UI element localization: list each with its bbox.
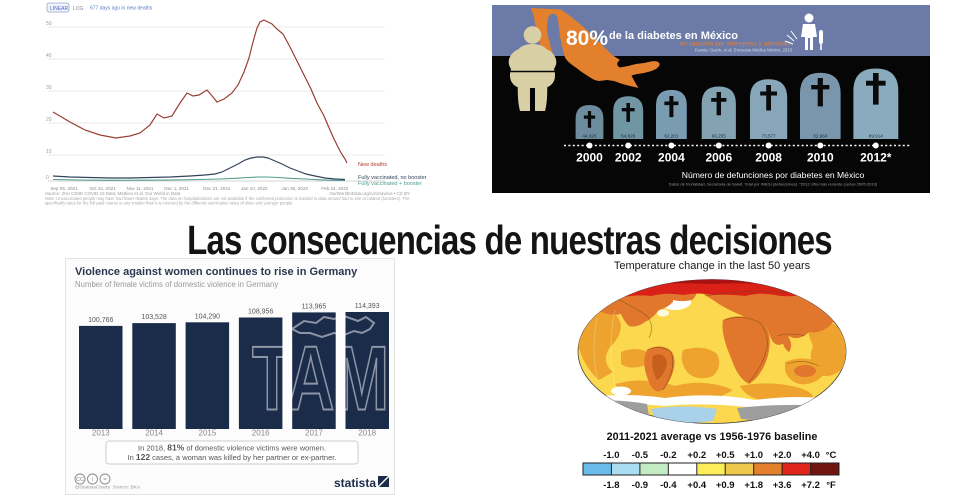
svg-text:2014: 2014	[145, 429, 163, 438]
svg-text:-1.8: -1.8	[603, 480, 619, 491]
svg-text:0: 0	[46, 175, 49, 181]
svg-text:de la diabetes en México: de la diabetes en México	[609, 30, 738, 42]
svg-text:Source: JHU CSSE COVID-19 Data: Source: JHU CSSE COVID-19 Data; Mathieu …	[45, 191, 181, 196]
svg-text:114,393: 114,393	[355, 303, 380, 310]
svg-text:Datos de mortalidad, Secretarí: Datos de mortalidad, Secretaría de Salud…	[669, 182, 878, 187]
svg-text:113,965: 113,965	[302, 303, 327, 310]
svg-text:TAM: TAM	[252, 329, 389, 430]
svg-text:Número de defunciones por diab: Número de defunciones por diabetes en Mé…	[682, 170, 865, 180]
svg-text:Jan 30, 2022: Jan 30, 2022	[281, 186, 308, 191]
svg-text:44,325: 44,325	[582, 134, 596, 139]
svg-text:2004: 2004	[658, 151, 685, 165]
svg-text:677 days ago in new deaths: 677 days ago in new deaths	[90, 6, 153, 12]
svg-text:2011-2021 average vs 1956-1976: 2011-2021 average vs 1956-1976 baseline	[607, 431, 818, 443]
svg-text:New deaths: New deaths	[358, 162, 387, 168]
svg-text:20: 20	[46, 117, 52, 123]
svg-text:+0.4: +0.4	[687, 480, 706, 491]
svg-text:2018: 2018	[358, 429, 376, 438]
svg-text:-1.0: -1.0	[603, 450, 619, 461]
svg-text:10: 10	[46, 149, 52, 155]
svg-text:2016: 2016	[252, 429, 270, 438]
svg-text:66,255: 66,255	[712, 134, 726, 139]
svg-text:73,577: 73,577	[762, 134, 776, 139]
svg-text:50: 50	[46, 21, 52, 27]
svg-text:-0.2: -0.2	[660, 450, 676, 461]
svg-text:+0.2: +0.2	[687, 450, 706, 461]
svg-text:2013: 2013	[92, 429, 110, 438]
svg-text:2017: 2017	[305, 429, 323, 438]
svg-text:°F: °F	[826, 480, 836, 491]
svg-text:@StatistaCharts Source: BKA: @StatistaCharts Source: BKA	[75, 485, 141, 491]
svg-text:103,528: 103,528	[141, 314, 166, 321]
svg-text:In 2018, 81% of domestic viole: In 2018, 81% of domestic violence victim…	[138, 443, 326, 453]
svg-text:Sep 05, 2021: Sep 05, 2021	[50, 186, 78, 191]
svg-text:Note: Unvaccinated people may: Note: Unvaccinated people may have had f…	[45, 196, 410, 201]
svg-text:100,766: 100,766	[88, 317, 113, 324]
svg-text:+1.8: +1.8	[744, 480, 763, 491]
svg-text:+1.0: +1.0	[744, 450, 763, 461]
svg-text:2002: 2002	[615, 151, 642, 165]
svg-text:54,828: 54,828	[621, 134, 635, 139]
svg-text:2015: 2015	[199, 429, 217, 438]
svg-text:+7.2: +7.2	[801, 480, 820, 491]
svg-text:-0.5: -0.5	[632, 450, 649, 461]
svg-text:62,201: 62,201	[664, 134, 678, 139]
svg-text:2006: 2006	[705, 151, 732, 165]
svg-text:-0.9: -0.9	[632, 480, 648, 491]
svg-text:82,964: 82,964	[813, 134, 827, 139]
svg-text:80%: 80%	[566, 27, 608, 50]
svg-text:89,914: 89,914	[869, 134, 883, 139]
svg-text:2010: 2010	[807, 151, 834, 165]
svg-text:Feb 24, 2022: Feb 24, 2022	[321, 186, 349, 191]
svg-text:2008: 2008	[755, 151, 782, 165]
svg-text:Dec 1, 2021: Dec 1, 2021	[164, 186, 189, 191]
svg-text:LOG: LOG	[73, 6, 84, 12]
svg-text:i: i	[92, 477, 93, 483]
svg-text:OurWorldInData.org/coronavirus: OurWorldInData.org/coronavirus • CC BY	[329, 191, 410, 196]
svg-text:Fuente: Gacín, et al. Encuesta: Fuente: Gacín, et al. Encuesta Médica Mé…	[695, 48, 793, 53]
svg-text:Fully vaccinated + booster: Fully vaccinated + booster	[358, 181, 422, 187]
svg-text:In 122 cases, a woman was kill: In 122 cases, a woman was killed by her …	[128, 452, 337, 462]
svg-text:40: 40	[46, 53, 52, 59]
svg-text:+0.9: +0.9	[716, 480, 735, 491]
svg-text:CC: CC	[76, 477, 84, 483]
svg-text:108,956: 108,956	[248, 309, 273, 316]
svg-text:Dec 21, 2021: Dec 21, 2021	[203, 186, 231, 191]
svg-text:Oct 22, 2021: Oct 22, 2021	[89, 186, 116, 191]
svg-text:104,290: 104,290	[195, 313, 220, 320]
svg-text:+4.0: +4.0	[801, 450, 820, 461]
svg-text:es causada por sobrepeso y obe: es causada por sobrepeso y obesidad	[680, 41, 790, 48]
svg-text:=: =	[103, 477, 106, 483]
svg-text:2000: 2000	[576, 151, 603, 165]
svg-text:30: 30	[46, 85, 52, 91]
svg-text:Fully vaccinated, no booster: Fully vaccinated, no booster	[358, 175, 427, 181]
svg-text:specifically rates for the ful: specifically rates for the full paid cou…	[45, 201, 294, 206]
svg-text:Nov 11, 2021: Nov 11, 2021	[127, 186, 154, 191]
svg-text:+2.0: +2.0	[773, 450, 792, 461]
svg-text:°C: °C	[826, 450, 837, 461]
svg-text:+3.6: +3.6	[773, 480, 792, 491]
svg-text:LINEAR: LINEAR	[50, 6, 68, 12]
svg-text:-0.4: -0.4	[660, 480, 677, 491]
svg-text:statista: statista	[334, 476, 376, 490]
svg-text:2012*: 2012*	[860, 151, 892, 165]
svg-text:+0.5: +0.5	[716, 450, 735, 461]
svg-text:Jan 10, 2022: Jan 10, 2022	[241, 186, 268, 191]
